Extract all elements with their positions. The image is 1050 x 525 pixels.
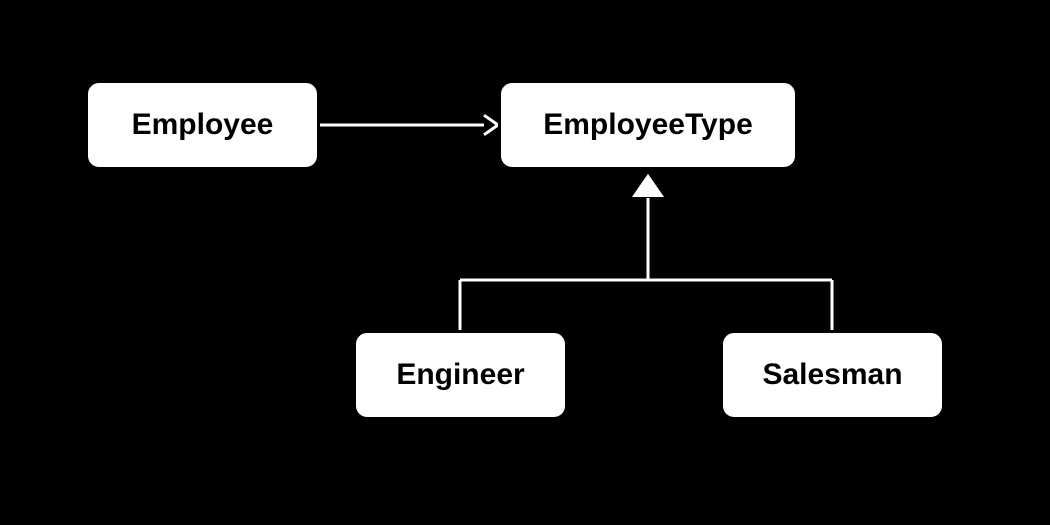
edges-layer — [0, 0, 1050, 525]
class-box-engineer: Engineer — [353, 330, 568, 420]
class-box-employee-type: EmployeeType — [498, 80, 798, 170]
class-box-salesman: Salesman — [720, 330, 945, 420]
association-edge — [320, 115, 498, 135]
diagram-canvas: Employee EmployeeType Engineer Salesman — [0, 0, 1050, 525]
class-label: Employee — [132, 108, 274, 142]
class-box-employee: Employee — [85, 80, 320, 170]
class-label: Engineer — [396, 358, 524, 392]
inheritance-edge — [460, 172, 832, 330]
class-label: Salesman — [762, 358, 902, 392]
class-label: EmployeeType — [543, 108, 753, 142]
